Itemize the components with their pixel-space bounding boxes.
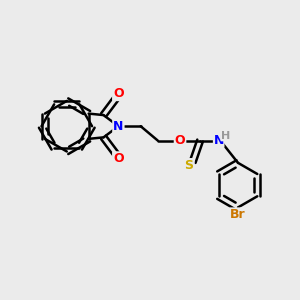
Text: H: H bbox=[221, 131, 230, 141]
Text: N: N bbox=[113, 120, 124, 133]
Text: O: O bbox=[113, 87, 124, 100]
Text: O: O bbox=[113, 152, 124, 165]
Text: O: O bbox=[175, 134, 185, 147]
Text: N: N bbox=[214, 134, 224, 147]
Text: S: S bbox=[184, 159, 194, 172]
Text: Br: Br bbox=[230, 208, 246, 221]
